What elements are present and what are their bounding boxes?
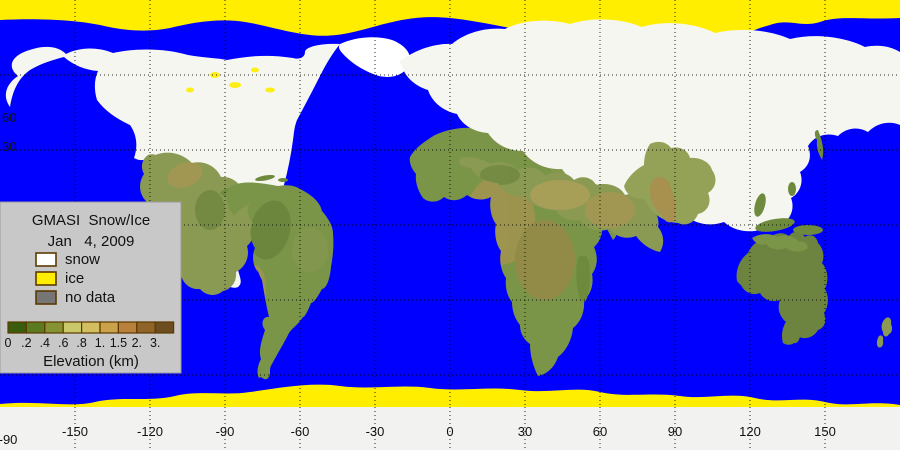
svg-text:2.: 2.	[132, 336, 142, 350]
svg-text:GMASI Snow/Ice: GMASI Snow/Ice	[32, 212, 150, 229]
svg-text:.2: .2	[21, 336, 31, 350]
svg-text:-60: -60	[291, 424, 310, 439]
svg-text:.8: .8	[76, 336, 86, 350]
svg-text:3.: 3.	[150, 336, 160, 350]
svg-text:no data: no data	[65, 289, 116, 306]
svg-text:.4: .4	[40, 336, 50, 350]
svg-text:60: 60	[593, 424, 607, 439]
svg-text:Elevation (km): Elevation (km)	[43, 353, 139, 370]
svg-text:0: 0	[446, 424, 453, 439]
svg-text:90: 90	[668, 424, 682, 439]
svg-text:30: 30	[518, 424, 532, 439]
svg-text:1.5: 1.5	[110, 336, 127, 350]
svg-text:-120: -120	[137, 424, 163, 439]
svg-text:Jan 4, 2009: Jan 4, 2009	[48, 233, 135, 250]
svg-text:-90: -90	[216, 424, 235, 439]
svg-text:-90: -90	[0, 432, 17, 447]
svg-text:1.: 1.	[95, 336, 105, 350]
svg-text:-150: -150	[62, 424, 88, 439]
svg-text:30: 30	[2, 139, 16, 154]
svg-text:150: 150	[814, 424, 836, 439]
svg-text:snow: snow	[65, 251, 100, 268]
svg-text:60: 60	[2, 110, 16, 125]
svg-text:-30: -30	[366, 424, 385, 439]
svg-text:ice: ice	[65, 270, 84, 287]
svg-text:.6: .6	[58, 336, 68, 350]
svg-text:0: 0	[5, 336, 12, 350]
svg-text:120: 120	[739, 424, 761, 439]
